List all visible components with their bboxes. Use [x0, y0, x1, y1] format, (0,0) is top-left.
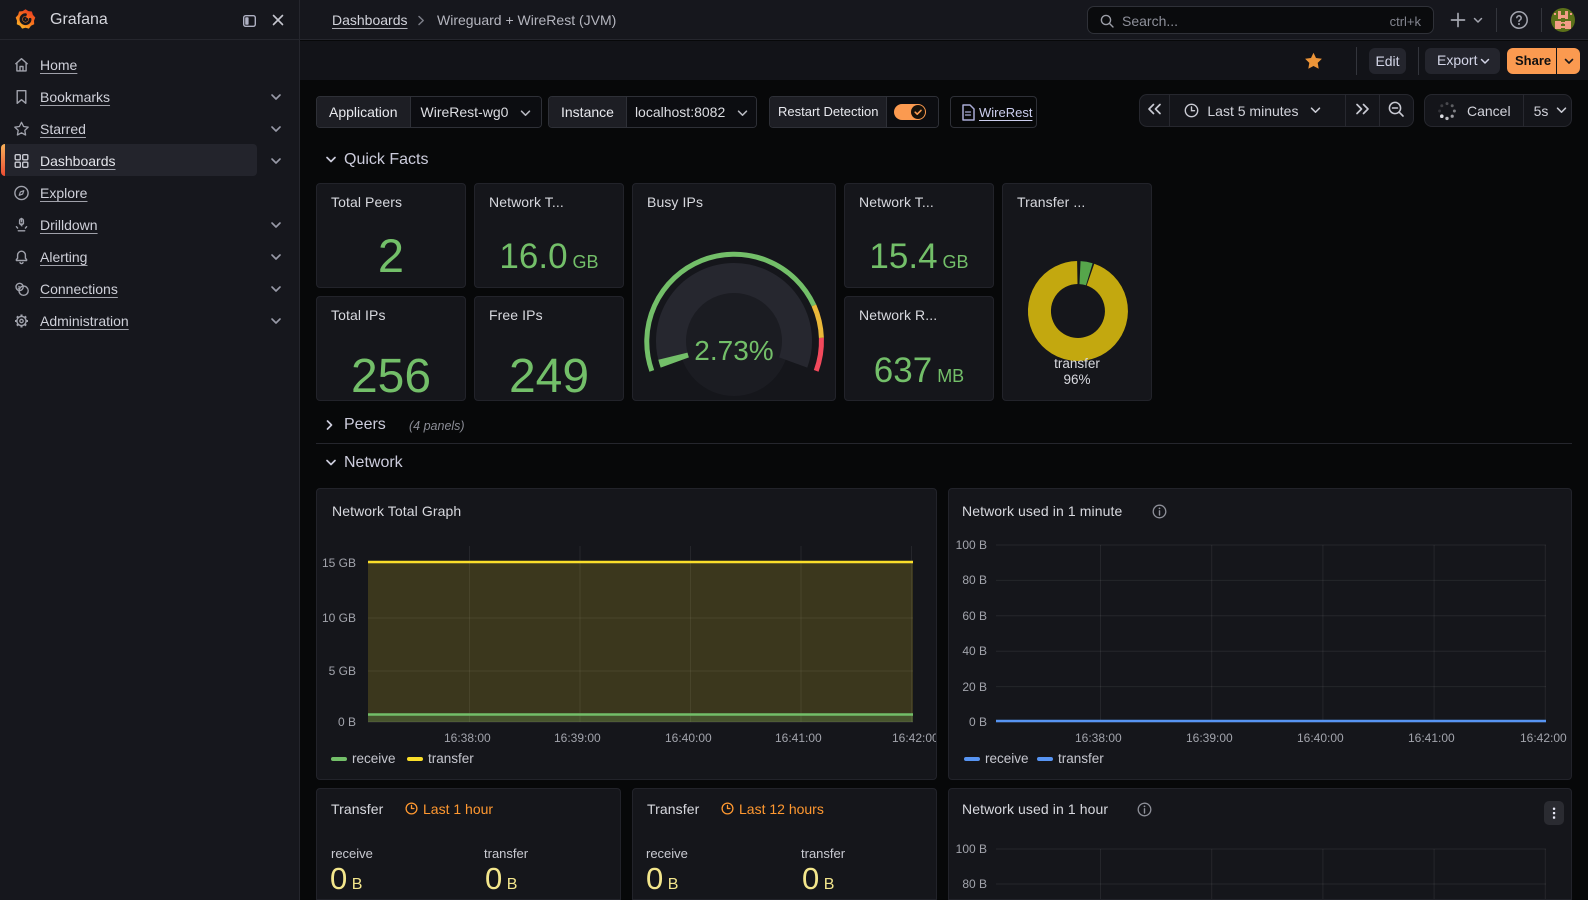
svg-text:2.73%: 2.73% — [694, 335, 773, 366]
